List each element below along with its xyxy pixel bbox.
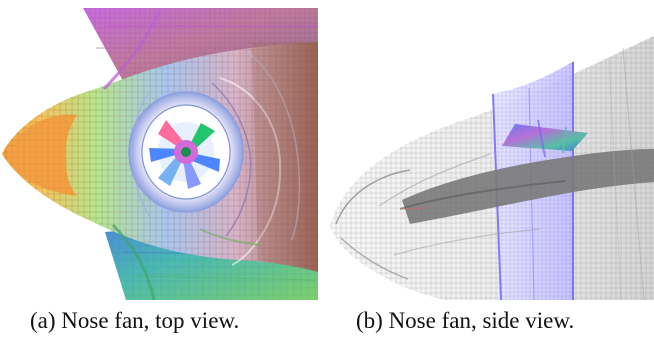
caption-nose-fan-top-view: (a) Nose fan, top view.: [30, 308, 240, 333]
caption-nose-fan-side-view: (b) Nose fan, side view.: [356, 308, 575, 333]
nose-fan-side-view-graphic: [326, 28, 654, 300]
nose-fan-top-view-graphic: [0, 8, 318, 300]
fan-hub-core: [181, 147, 191, 157]
nose-fan-top-view-image: [0, 8, 318, 300]
nose-fan-side-view-image: [326, 28, 654, 300]
